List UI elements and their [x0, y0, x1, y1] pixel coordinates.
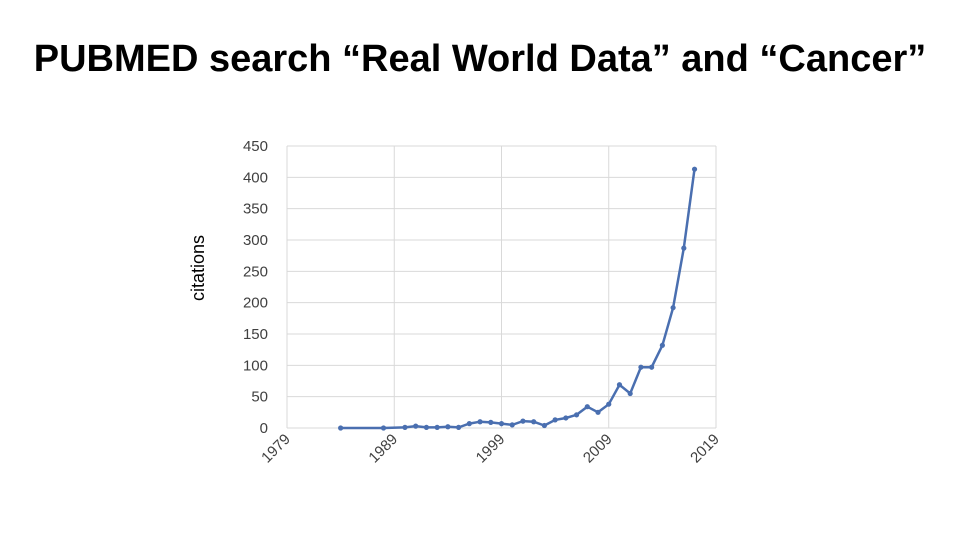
y-tick-label: 100 — [243, 357, 268, 374]
data-point — [456, 424, 462, 430]
data-point — [573, 412, 580, 418]
x-tick-label: 1989 — [365, 431, 401, 467]
data-point — [380, 425, 387, 431]
data-point — [552, 417, 558, 423]
data-point — [531, 419, 537, 425]
data-point — [498, 421, 505, 427]
data-point — [627, 390, 633, 397]
data-point — [402, 424, 408, 430]
y-tick-label: 50 — [251, 389, 268, 406]
x-tick-label: 2009 — [580, 431, 616, 467]
data-point — [681, 245, 687, 251]
data-point — [691, 166, 698, 172]
data-point — [595, 409, 601, 415]
data-point — [638, 364, 644, 370]
x-tick-label: 1999 — [473, 431, 509, 467]
x-tick-labels: 1979 1989 1999 2009 2019 — [258, 431, 723, 467]
y-tick-label: 450 — [243, 138, 268, 155]
x-tick-label: 2019 — [687, 431, 723, 467]
y-tick-label: 350 — [243, 201, 268, 218]
y-tick-label: 200 — [243, 295, 268, 312]
y-tick-labels: 0 50 100 150 200 250 300 350 400 450 — [243, 138, 268, 437]
data-points — [338, 166, 698, 431]
data-point — [584, 404, 590, 410]
series-line — [340, 169, 696, 430]
data-point — [466, 421, 472, 427]
data-point — [338, 425, 344, 431]
data-point — [670, 305, 676, 311]
page-title: PUBMED search “Real World Data” and “Can… — [33, 38, 927, 80]
data-point — [488, 419, 494, 425]
data-point — [563, 415, 569, 421]
data-point — [541, 422, 548, 429]
data-point — [413, 423, 419, 429]
data-point — [659, 342, 665, 348]
data-point — [606, 401, 612, 407]
data-point — [520, 418, 526, 424]
data-point — [477, 419, 483, 425]
data-point — [616, 382, 623, 388]
y-tick-label: 300 — [243, 232, 268, 249]
gridlines — [286, 145, 717, 429]
data-point — [509, 422, 515, 428]
data-point — [423, 424, 430, 430]
data-point — [649, 364, 655, 370]
y-tick-label: 250 — [243, 263, 268, 280]
data-point — [434, 424, 440, 430]
y-tick-label: 0 — [260, 420, 268, 437]
y-tick-label: 150 — [243, 326, 268, 343]
data-point — [445, 424, 451, 430]
y-axis-label: citations — [188, 235, 208, 301]
y-tick-label: 400 — [243, 169, 268, 186]
